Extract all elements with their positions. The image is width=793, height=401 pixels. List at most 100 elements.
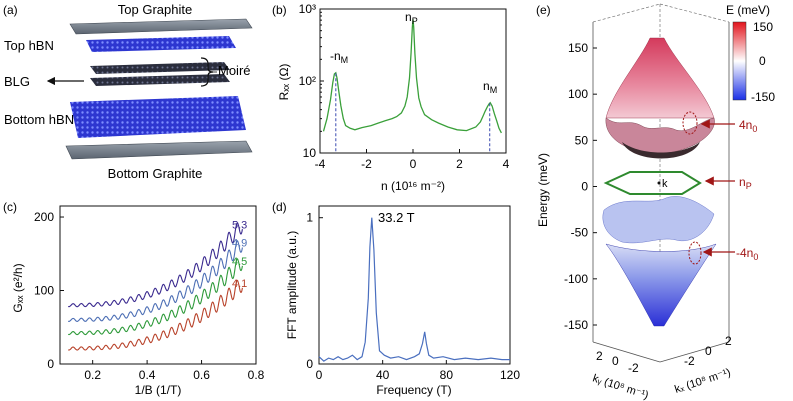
top-hbn-layer xyxy=(86,36,236,52)
annotation-np: nP xyxy=(405,10,418,26)
label-top-graphite: Top Graphite xyxy=(118,2,192,17)
ylabel-b: Rₓₓ (Ω) xyxy=(277,64,291,101)
series-label-c: 4.5 xyxy=(232,256,247,268)
xtick-label-c: 0.2 xyxy=(84,368,101,382)
label-np: nP xyxy=(739,175,752,191)
panel-a: (a) Top Graphite Top hBN BLG Moiré Botto… xyxy=(3,2,253,181)
upper-band-rim xyxy=(605,117,715,155)
marks-b xyxy=(322,19,502,153)
colorbar-max: 150 xyxy=(753,20,773,34)
series-label-c: 5.3 xyxy=(232,219,247,231)
ztick-label-e: -50 xyxy=(571,226,589,240)
annotation-np-sub: P xyxy=(412,16,418,26)
axes-frame-c xyxy=(59,205,257,365)
series-c-0 xyxy=(67,221,243,308)
kx-label: kₓ (10⁸ m⁻¹) xyxy=(673,366,732,395)
ztick-label-e: 50 xyxy=(575,133,589,147)
ytick-label-d: 0 xyxy=(306,357,313,371)
annotation-neg-nm-sub: M xyxy=(341,55,349,65)
panel-d: (d) 0 40 80 120 0 1 Frequency (T) FFT amplitu… xyxy=(272,200,520,397)
kx-tick-0: 0 xyxy=(705,344,712,358)
upper-band-cone xyxy=(605,37,715,119)
ztick-label-e: -100 xyxy=(564,272,588,286)
xtick-label-d: 80 xyxy=(440,368,454,382)
ztick-label-e: 100 xyxy=(568,87,588,101)
ytick-label-c: 100 xyxy=(34,284,54,298)
label-top-hbn: Top hBN xyxy=(4,38,54,53)
annotation-nm: nM xyxy=(483,79,497,95)
ky-tick-2: 2 xyxy=(596,349,603,363)
ky-label: kᵧ (10⁸ m⁻¹) xyxy=(591,372,650,401)
axes-frame-b xyxy=(319,8,507,154)
label-moire: Moiré xyxy=(218,63,251,78)
panel-c: (c) 0.2 0.4 0.6 0.8 0 100 200 5.3 4.9 4.5 4.1 1/B… xyxy=(3,200,265,397)
ticks-c: 0.2 0.4 0.6 0.8 0 100 200 xyxy=(34,210,265,382)
ztick-label-e: 150 xyxy=(568,41,588,55)
label-lower-base: -4n xyxy=(736,246,753,260)
marks-d xyxy=(318,217,510,362)
colorbar-mid: 0 xyxy=(759,54,766,68)
zlabel-e: Energy (meV) xyxy=(536,153,550,227)
label-lower: -4n0 xyxy=(736,246,758,262)
xtick-label-d: 40 xyxy=(376,368,390,382)
ticks-b: -4 -2 0 2 4 10 10² 10³ xyxy=(299,2,510,171)
label-bottom-graphite: Bottom Graphite xyxy=(108,166,203,181)
label-blg: BLG xyxy=(4,74,30,89)
xtick-label-b: -4 xyxy=(315,157,326,171)
annotation-nm-base: n xyxy=(483,79,490,93)
ylabel-c: Gₓₓ (e²/h) xyxy=(11,263,25,312)
xtick-label-b: -2 xyxy=(361,157,372,171)
panel-label-b: (b) xyxy=(272,3,287,17)
ytick-label-d: 1 xyxy=(306,211,313,225)
xtick-label-d: 0 xyxy=(316,368,323,382)
ytick-label-b: 10² xyxy=(299,74,316,88)
panel-label-a: (a) xyxy=(3,3,18,17)
series-c-3 xyxy=(67,279,243,351)
ytick-label-b: 10³ xyxy=(299,2,316,16)
annotation-neg-nm-base: -n xyxy=(330,49,341,63)
label-np-sub: P xyxy=(746,181,752,191)
label-lower-sub: 0 xyxy=(753,252,758,262)
ky-tick-neg2: -2 xyxy=(628,361,639,375)
upper-band-underside xyxy=(622,142,700,159)
upper-band-pocket-highlight xyxy=(682,111,698,135)
kx-tick-2: 2 xyxy=(725,334,732,348)
series-c-1 xyxy=(67,240,243,322)
series-label-c: 4.1 xyxy=(232,278,247,290)
zticks-e: 150 100 50 0 -50 -100 -150 xyxy=(564,41,597,332)
label-bottom-hbn: Bottom hBN xyxy=(4,112,74,127)
blg-layer-upper xyxy=(90,62,230,74)
panel-label-d: (d) xyxy=(272,200,287,214)
box-edges-e xyxy=(592,22,730,363)
xtick-label-b: 4 xyxy=(503,157,510,171)
k-point xyxy=(657,181,661,185)
annotation-np-base: n xyxy=(405,10,412,24)
label-upper-base: 4n xyxy=(739,118,752,132)
kx-tick-neg2: -2 xyxy=(684,354,695,368)
k-point-label: k xyxy=(662,178,668,190)
label-np-base: n xyxy=(739,175,746,189)
xtick-label-d: 120 xyxy=(500,368,520,382)
panel-label-c: (c) xyxy=(3,200,17,214)
blg-layer-lower xyxy=(90,74,230,86)
series-fft xyxy=(318,217,510,362)
annotation-nm-sub: M xyxy=(490,85,498,95)
ky-axis: 2 0 -2 kᵧ (10⁸ m⁻¹) xyxy=(591,349,650,401)
axes-frame-d xyxy=(318,205,511,365)
xlabel-b: n (10¹⁶ m⁻²) xyxy=(381,179,445,193)
panel-label-e: (e) xyxy=(536,3,551,17)
annotation-peak: 33.2 T xyxy=(378,210,415,225)
colorbar xyxy=(732,21,747,101)
xtick-label-b: 2 xyxy=(456,157,463,171)
lower-band-pocket-highlight xyxy=(688,241,702,265)
panel-e: (e) 150 100 50 0 -50 -100 -150 Energy (meV) k xyxy=(536,3,775,401)
marks-c: 5.3 4.9 4.5 4.1 xyxy=(67,219,247,351)
ytick-label-b: 10 xyxy=(303,146,317,160)
xtick-label-c: 0.4 xyxy=(139,368,156,382)
colorbar-title: E (meV) xyxy=(726,3,770,17)
ky-tick-0: 0 xyxy=(612,354,619,368)
bz-hexagon xyxy=(603,171,702,195)
ztick-label-e: 0 xyxy=(581,180,588,194)
lower-band-cone xyxy=(605,243,717,327)
